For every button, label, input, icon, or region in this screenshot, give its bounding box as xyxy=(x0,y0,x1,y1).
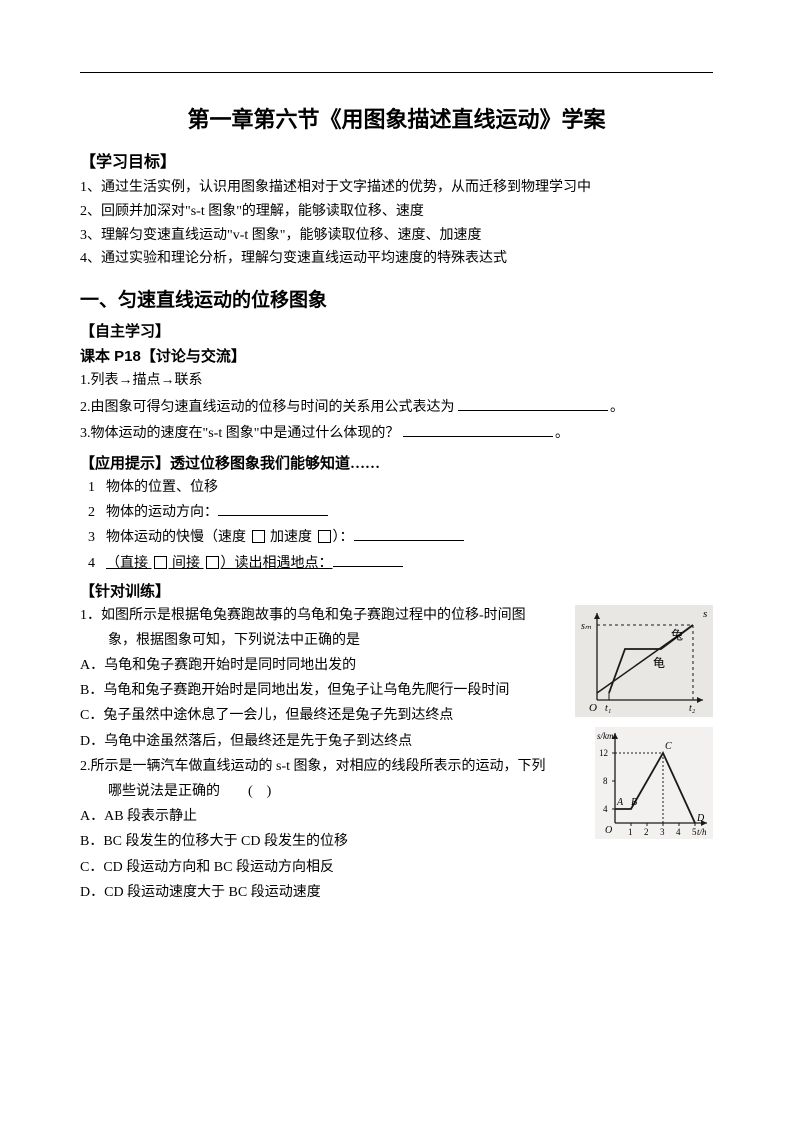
svg-text:12: 12 xyxy=(599,748,608,758)
figure-1: s sₘ O t₁ t₂ 兔 龟 xyxy=(575,605,713,717)
q2-option-d: D．CD 段运动速度大于 BC 段运动速度 xyxy=(80,880,713,905)
svg-text:O: O xyxy=(589,702,597,714)
full-stop: 。 xyxy=(610,400,624,415)
figure-2: 4 8 12 1 2 3 4 5 A B C D s/km xyxy=(595,727,713,839)
page-title: 第一章第六节《用图象描述直线运动》学案 xyxy=(80,102,713,134)
svg-text:s: s xyxy=(703,608,707,620)
checkbox[interactable] xyxy=(154,556,167,569)
svg-text:4: 4 xyxy=(676,827,681,837)
app-item: 1物体的位置、位移 xyxy=(80,475,713,500)
blank-input[interactable] xyxy=(333,551,403,566)
svg-text:1: 1 xyxy=(628,827,633,837)
svg-text:s/km: s/km xyxy=(597,731,614,741)
line3-pre: 3.物体运动的速度在"s-t 图象"中是通过什么体现的？ xyxy=(80,426,399,441)
svg-text:兔: 兔 xyxy=(671,627,683,642)
checkbox[interactable] xyxy=(318,530,331,543)
goal-item: 3、理解匀变速直线运动"v-t 图象"，能够读取位移、速度、加速度 xyxy=(80,224,713,248)
goals-header: 【学习目标】 xyxy=(80,148,713,172)
svg-text:sₘ: sₘ xyxy=(581,621,592,632)
svg-text:t₂: t₂ xyxy=(689,703,696,714)
study-line-3: 3.物体运动的速度在"s-t 图象"中是通过什么体现的？ 。 xyxy=(80,421,713,448)
goal-item: 1、通过生活实例，认识用图象描述相对于文字描述的优势，从而迁移到物理学习中 xyxy=(80,176,713,200)
svg-text:t/h: t/h xyxy=(697,827,707,837)
svg-text:D: D xyxy=(696,813,705,824)
study-line-2: 2.由图象可得匀速直线运动的位移与时间的关系用公式表达为 。 xyxy=(80,395,713,422)
goal-item: 2、回顾并加深对"s-t 图象"的理解，能够读取位移、速度 xyxy=(80,200,713,224)
blank-input[interactable] xyxy=(458,395,608,410)
svg-text:B: B xyxy=(631,797,637,808)
line2-pre: 2.由图象可得匀速直线运动的位移与时间的关系用公式表达为 xyxy=(80,400,455,415)
study-line-1: 1.列表→描点→联系 xyxy=(80,368,713,395)
blank-input[interactable] xyxy=(218,501,328,516)
top-rule xyxy=(80,72,713,73)
section-heading: 一、匀速直线运动的位移图象 xyxy=(80,285,713,312)
svg-text:C: C xyxy=(665,741,672,752)
checkbox[interactable] xyxy=(206,556,219,569)
svg-text:2: 2 xyxy=(644,827,649,837)
svg-text:3: 3 xyxy=(660,827,665,837)
svg-text:A: A xyxy=(616,797,624,808)
svg-text:4: 4 xyxy=(603,804,608,814)
app-item: 2物体的运动方向： xyxy=(80,500,713,525)
blank-input[interactable] xyxy=(354,526,464,541)
training-header: 【针对训练】 xyxy=(80,580,713,601)
app-item: 3物体运动的快慢（速度 加速度 ）： xyxy=(80,525,713,550)
checkbox[interactable] xyxy=(252,530,265,543)
blank-input[interactable] xyxy=(403,422,553,437)
goal-item: 4、通过实验和理论分析，理解匀变速直线运动平均速度的特殊表达式 xyxy=(80,247,713,271)
question-area: s sₘ O t₁ t₂ 兔 龟 4 8 12 xyxy=(80,603,713,905)
goals-list: 1、通过生活实例，认识用图象描述相对于文字描述的优势，从而迁移到物理学习中 2、… xyxy=(80,176,713,271)
svg-text:龟: 龟 xyxy=(653,656,665,670)
svg-text:8: 8 xyxy=(603,776,608,786)
application-header: 【应用提示】透过位移图象我们能够知道…… xyxy=(80,452,713,473)
q2-option-c: C．CD 段运动方向和 BC 段运动方向相反 xyxy=(80,855,713,880)
app-item: 4（直接 间接 ）读出相遇地点： xyxy=(80,551,713,576)
svg-text:O: O xyxy=(605,825,612,836)
full-stop: 。 xyxy=(555,426,569,441)
textbook-ref: 课本 P18【讨论与交流】 xyxy=(80,345,713,366)
application-list: 1物体的位置、位移 2物体的运动方向： 3物体运动的快慢（速度 加速度 ）： 4… xyxy=(80,475,713,576)
svg-text:t₁: t₁ xyxy=(605,703,611,714)
self-study-header: 【自主学习】 xyxy=(80,320,713,341)
